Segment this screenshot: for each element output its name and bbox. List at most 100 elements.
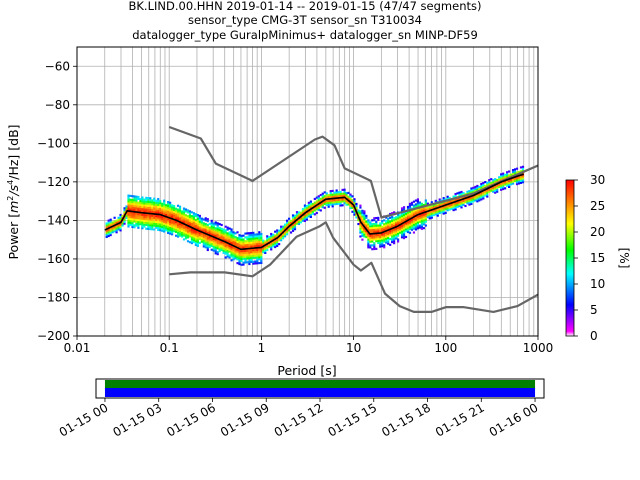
heatmap-cell bbox=[232, 231, 235, 234]
heatmap-cell bbox=[216, 224, 219, 227]
heatmap-cell bbox=[188, 214, 192, 217]
heatmap-cell bbox=[145, 200, 148, 203]
heatmap-cell bbox=[236, 240, 239, 244]
heatmap-cell bbox=[484, 181, 487, 184]
heatmap-cell bbox=[149, 208, 152, 211]
heatmap-cell bbox=[416, 227, 420, 230]
heatmap-cell bbox=[254, 237, 257, 240]
heatmap-cell bbox=[238, 259, 241, 262]
heatmap-cell bbox=[208, 236, 211, 239]
heatmap-cell bbox=[178, 230, 182, 233]
heatmap-cell bbox=[218, 244, 221, 247]
heatmap-cell bbox=[123, 209, 126, 212]
heatmap-cell bbox=[252, 233, 255, 236]
heatmap-cell bbox=[222, 236, 225, 239]
heatmap-cell bbox=[476, 188, 479, 191]
heatmap-cell bbox=[196, 217, 199, 220]
heatmap-cell bbox=[393, 217, 396, 220]
heatmap-cell bbox=[155, 219, 158, 222]
heatmap-cell bbox=[220, 241, 223, 244]
heatmap-cell bbox=[159, 227, 162, 230]
heatmap-cell bbox=[323, 202, 326, 206]
heatmap-cell bbox=[321, 206, 324, 209]
heatmap-cell bbox=[250, 255, 253, 258]
heatmap-cell bbox=[482, 197, 485, 200]
heatmap-cell bbox=[127, 204, 130, 207]
heatmap-cell bbox=[137, 201, 140, 204]
heatmap-cell bbox=[167, 214, 170, 217]
heatmap-cell bbox=[305, 216, 308, 219]
heatmap-cell bbox=[404, 224, 408, 227]
heatmap-cell bbox=[383, 240, 386, 243]
heatmap-cell bbox=[159, 211, 162, 214]
heatmap-cell bbox=[426, 208, 429, 211]
heatmap-cell bbox=[363, 227, 366, 230]
heatmap-cell bbox=[412, 210, 416, 213]
timeline-tick-label: 01-15 00 bbox=[57, 400, 111, 439]
heatmap-cell bbox=[353, 198, 356, 201]
heatmap-cell bbox=[383, 234, 386, 237]
heatmap-cell bbox=[387, 221, 390, 224]
heatmap-cell bbox=[210, 229, 213, 232]
heatmap-cell bbox=[373, 226, 376, 229]
heatmap-cell bbox=[254, 254, 257, 257]
heatmap-cell bbox=[511, 180, 515, 183]
heatmap-cell bbox=[129, 223, 132, 226]
heatmap-cell bbox=[252, 245, 255, 248]
heatmap-cell bbox=[391, 235, 394, 238]
heatmap-cell bbox=[119, 213, 122, 217]
heatmap-cell bbox=[178, 222, 182, 226]
heatmap-cell bbox=[424, 203, 427, 206]
heatmap-cell bbox=[212, 239, 215, 242]
heatmap-cell bbox=[172, 230, 176, 233]
heatmap-cell bbox=[216, 228, 219, 231]
heatmap-cell bbox=[230, 238, 233, 241]
heatmap-cell bbox=[506, 184, 509, 187]
heatmap-cell bbox=[282, 233, 285, 236]
heatmap-cell bbox=[295, 213, 299, 216]
heatmap-cell bbox=[165, 206, 168, 209]
heatmap-cell bbox=[339, 192, 342, 196]
heatmap-cell bbox=[169, 232, 172, 235]
heatmap-cell bbox=[377, 216, 380, 219]
heatmap-cell bbox=[131, 200, 134, 203]
heatmap-cell bbox=[248, 253, 251, 256]
heatmap-cell bbox=[216, 253, 219, 256]
heatmap-cell bbox=[224, 248, 227, 251]
heatmap-cell bbox=[161, 212, 164, 215]
heatmap-cell bbox=[367, 232, 370, 235]
heatmap-cell bbox=[373, 222, 376, 226]
heatmap-cell bbox=[363, 221, 366, 225]
heatmap-cell bbox=[117, 224, 120, 227]
heatmap-cell bbox=[224, 242, 227, 246]
heatmap-cell bbox=[305, 212, 308, 215]
x-tick-label: 1000 bbox=[523, 341, 554, 355]
x-axis-label: Period [s] bbox=[277, 363, 336, 378]
heatmap-cell bbox=[123, 207, 126, 210]
heatmap-cell bbox=[444, 207, 447, 211]
heatmap-cell bbox=[182, 238, 186, 241]
heatmap-cell bbox=[395, 227, 398, 230]
heatmap-cell bbox=[377, 228, 380, 231]
heatmap-cell bbox=[284, 235, 287, 238]
heatmap-cell bbox=[381, 243, 384, 246]
heatmap-cell bbox=[420, 225, 423, 228]
heatmap-cell bbox=[125, 209, 128, 212]
heatmap-cell bbox=[513, 168, 517, 171]
heatmap-cell bbox=[256, 256, 259, 259]
heatmap-cell bbox=[182, 224, 186, 227]
heatmap-cell bbox=[163, 207, 166, 210]
heatmap-cell bbox=[236, 252, 239, 255]
heatmap-cell bbox=[252, 260, 255, 263]
heatmap-cell bbox=[299, 211, 303, 214]
heatmap-cell bbox=[172, 206, 176, 210]
heatmap-cell bbox=[416, 217, 420, 220]
heatmap-cell bbox=[404, 218, 408, 221]
timeline-tick-label: 01-15 12 bbox=[272, 400, 326, 439]
heatmap-cell bbox=[151, 224, 154, 227]
heatmap-cell bbox=[266, 239, 269, 242]
heatmap-cell bbox=[511, 169, 515, 172]
heatmap-cell bbox=[418, 218, 421, 221]
heatmap-cell bbox=[470, 199, 473, 202]
heatmap-cell bbox=[169, 226, 172, 229]
